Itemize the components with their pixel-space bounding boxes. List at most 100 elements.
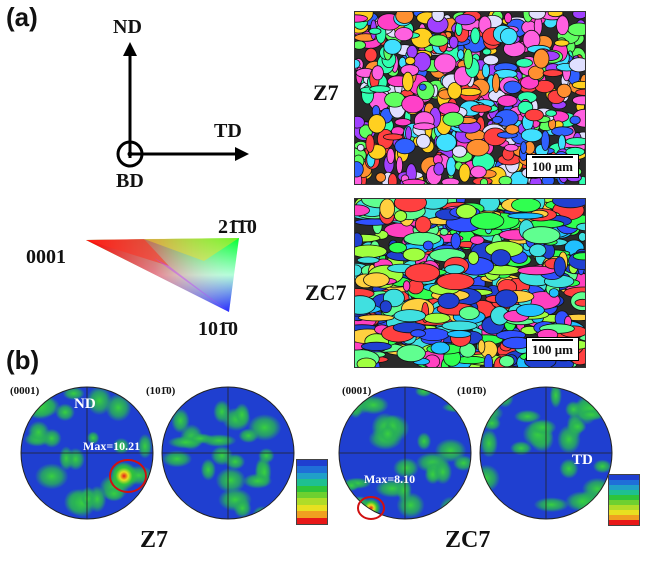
texture-blob <box>453 455 471 471</box>
grain <box>458 306 480 320</box>
texture-blob <box>528 419 557 436</box>
texture-blob <box>577 408 606 421</box>
grain <box>414 216 432 234</box>
grain <box>402 71 414 92</box>
pole-figure-outline <box>20 386 154 520</box>
grain <box>358 314 395 322</box>
grain <box>433 162 445 176</box>
grain <box>470 27 481 45</box>
grain <box>490 249 512 267</box>
grain <box>504 143 519 152</box>
ebsd-label-z7: Z7 <box>313 80 339 105</box>
grain <box>528 12 546 20</box>
grain <box>450 232 462 250</box>
grain <box>505 124 520 135</box>
grain <box>367 114 386 134</box>
texture-blob <box>358 395 389 415</box>
grain <box>494 289 519 308</box>
grain <box>355 14 368 23</box>
texture-blob <box>559 458 579 479</box>
texture-blob <box>86 431 100 445</box>
texture-blob <box>233 498 252 518</box>
texture-blob <box>588 387 604 402</box>
ipf-1010-label: 101̄0 <box>198 318 238 340</box>
texture-blob <box>549 387 562 409</box>
grain <box>401 94 425 114</box>
texture-blob <box>62 387 85 401</box>
grain <box>363 272 390 288</box>
grain <box>404 263 441 283</box>
intensity-max-spot <box>361 498 381 518</box>
grain <box>446 156 457 177</box>
texture-blob <box>55 403 75 422</box>
grain <box>448 35 459 49</box>
grain <box>435 133 457 152</box>
grain <box>498 175 513 184</box>
texture-blob <box>514 409 542 424</box>
grain <box>477 339 486 354</box>
grain <box>446 330 472 338</box>
grain <box>457 49 465 60</box>
pf-colorbar-zc7 <box>608 474 640 526</box>
texture-blob <box>30 501 47 519</box>
grain <box>568 57 585 73</box>
grain <box>442 111 465 127</box>
panel-b-label: (b) <box>6 345 40 375</box>
grain <box>529 243 547 258</box>
ipf-2110-label: 21̄1̄0 <box>218 216 257 238</box>
texture-blob <box>162 450 193 468</box>
texture-blob <box>252 505 272 519</box>
grain <box>406 45 418 59</box>
grain <box>497 94 518 107</box>
pf-title-z7-basal: (0001) <box>10 385 40 397</box>
grain <box>470 212 505 230</box>
grain <box>567 22 585 37</box>
grain <box>576 222 585 231</box>
texture-blob <box>396 478 412 503</box>
grain <box>395 12 414 24</box>
grain <box>431 12 445 22</box>
grain <box>402 178 426 184</box>
texture-blob <box>86 387 112 416</box>
grain <box>574 298 585 307</box>
grain <box>482 54 499 66</box>
grain <box>522 226 561 245</box>
grain <box>447 82 462 100</box>
grain <box>575 88 585 96</box>
grain <box>368 27 382 35</box>
grain <box>402 247 426 262</box>
grain <box>547 12 564 18</box>
panel-a-label: (a) <box>6 2 38 32</box>
grain <box>511 199 541 213</box>
pf-nd-label: ND <box>74 396 96 412</box>
texture-blob <box>80 491 95 507</box>
grain <box>483 354 494 367</box>
pf-max-z7: Max=10.21 <box>83 439 141 453</box>
grain <box>554 39 570 47</box>
texture-blob <box>480 464 501 493</box>
pole-figure-outline <box>338 386 472 520</box>
grain <box>412 122 436 131</box>
texture-blob <box>393 457 419 478</box>
axis-diagram <box>116 42 249 168</box>
texture-blob <box>210 445 234 466</box>
texture-blob <box>378 423 398 444</box>
texture-blob <box>533 497 570 513</box>
grain <box>467 251 480 265</box>
grain <box>355 204 370 217</box>
grain <box>548 288 560 298</box>
texture-blob <box>137 433 153 459</box>
grain <box>416 133 431 149</box>
grain <box>479 178 489 184</box>
grain <box>394 210 408 222</box>
pf-title-zc7-basal: (0001) <box>342 385 372 397</box>
grain <box>382 133 404 141</box>
grain <box>444 264 465 275</box>
texture-blob <box>58 446 74 471</box>
grain <box>364 47 378 63</box>
grain <box>439 228 449 236</box>
grain <box>365 134 375 153</box>
grain <box>552 199 585 209</box>
texture-blob <box>238 428 259 443</box>
grain <box>533 48 550 69</box>
